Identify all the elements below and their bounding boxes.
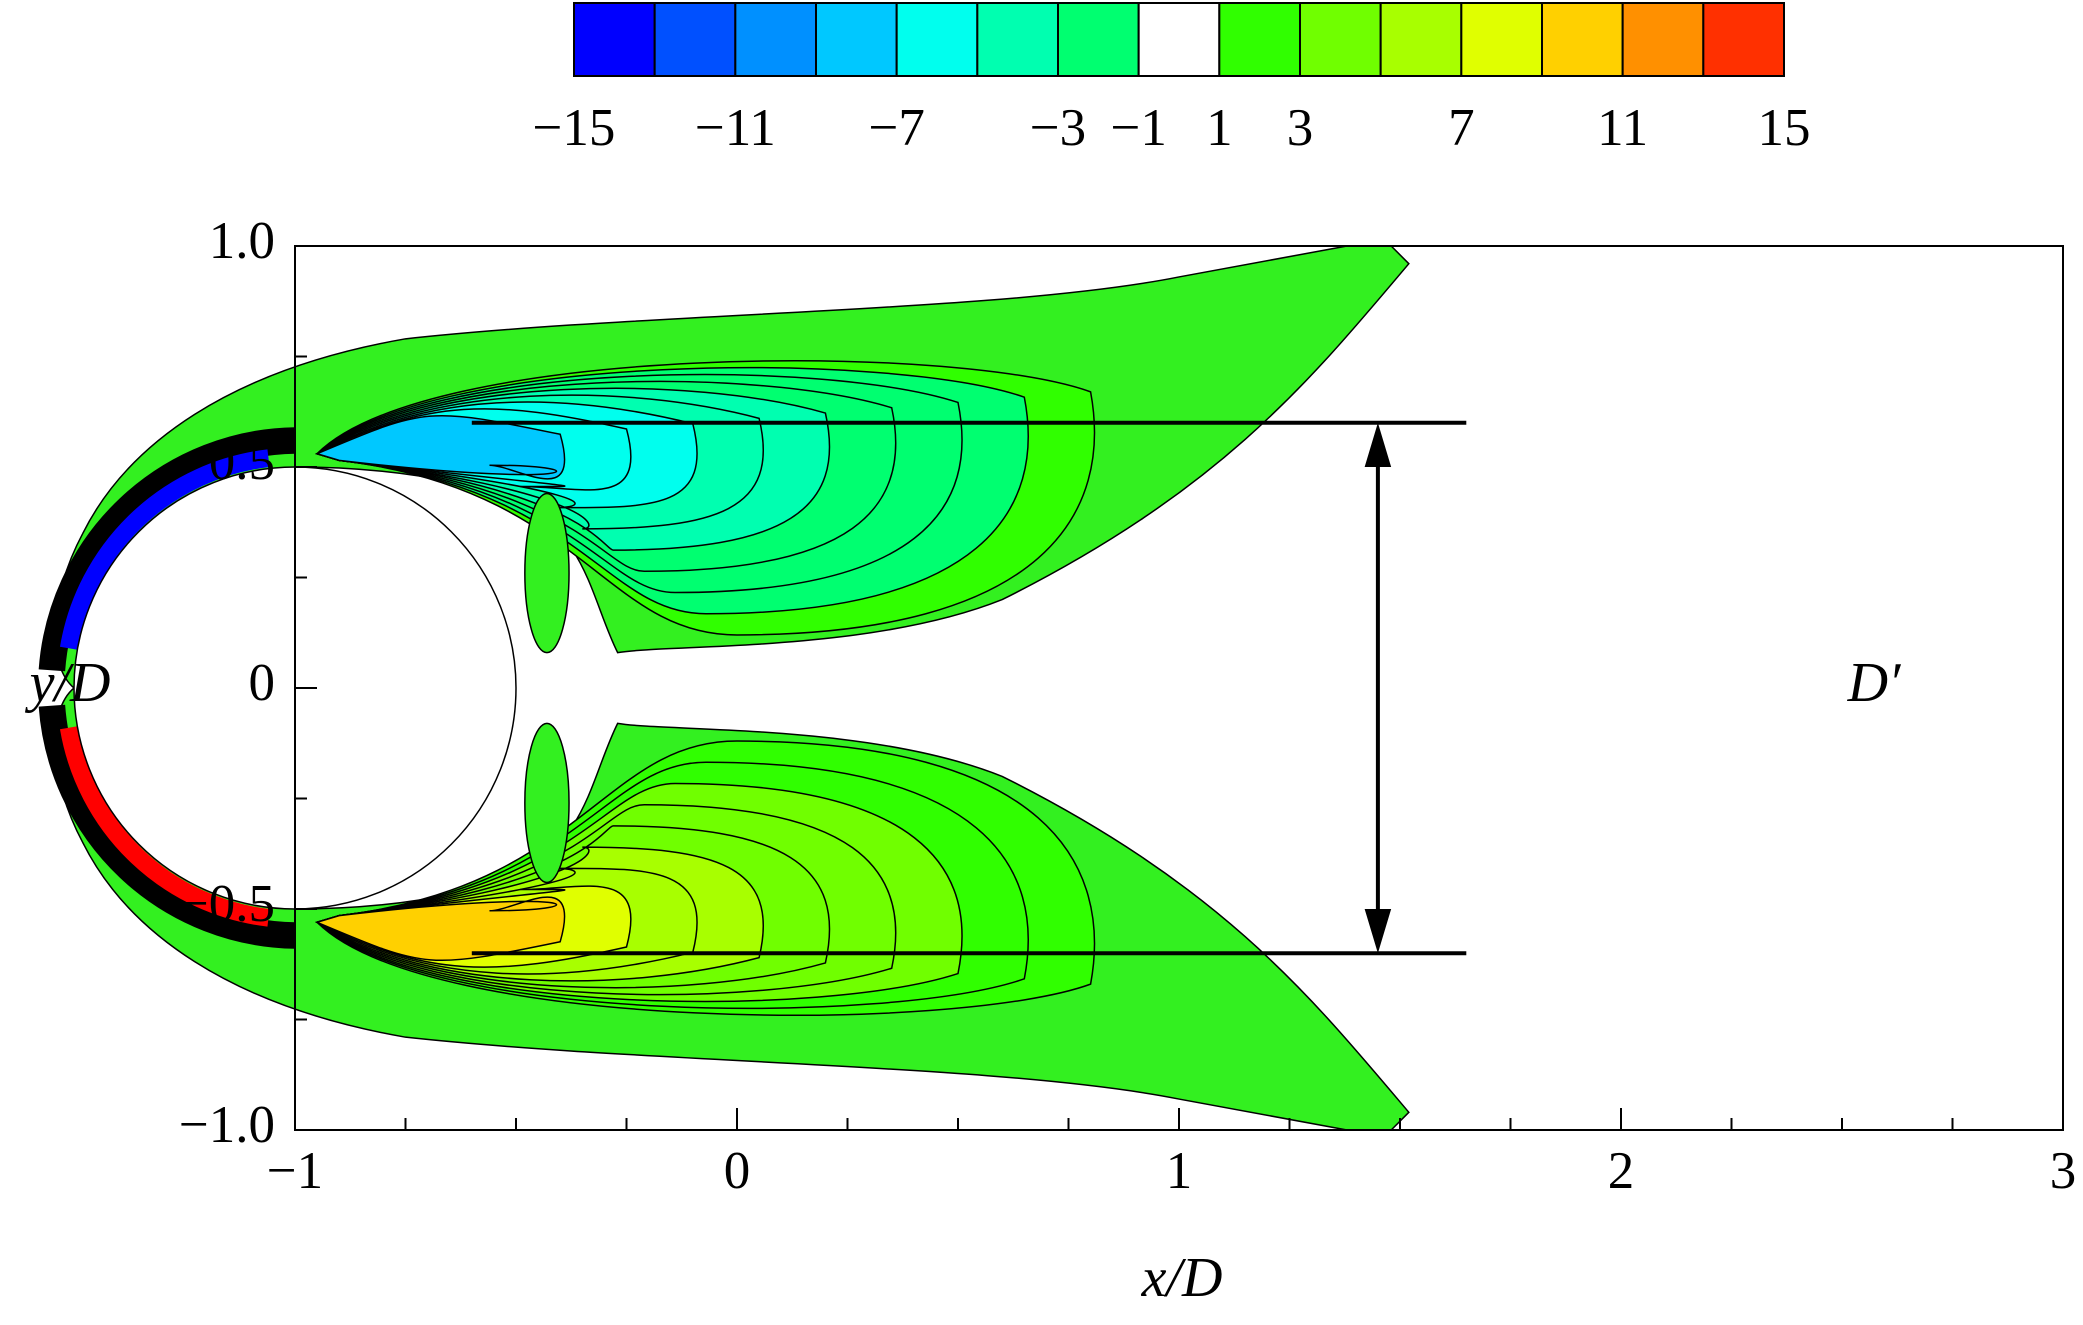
colorbar-band (573, 2, 656, 77)
colorbar-band (1057, 2, 1140, 77)
y-tick-label: 1.0 (209, 212, 275, 270)
colorbar-tick-label: 15 (1758, 99, 1811, 157)
colorbar-tick-label: 7 (1448, 99, 1475, 157)
y-tick-label: 0.5 (209, 433, 275, 491)
colorbar-band (1137, 2, 1221, 77)
colorbar-band (1460, 2, 1544, 77)
contour-loop (317, 416, 565, 479)
x-tick-label: 2 (1608, 1142, 1635, 1200)
colorbar-tick-label: 1 (1206, 99, 1233, 157)
colorbar-tick-label: −11 (695, 99, 776, 157)
contour-field (52, 246, 1466, 1130)
colorbar-band (1299, 2, 1382, 77)
annotation: D′ (1847, 652, 1901, 714)
colorbar-band (895, 2, 979, 77)
colorbar-tick-label: −3 (1030, 99, 1086, 157)
colorbar-band (815, 2, 898, 77)
colorbar-tick-label: 3 (1287, 99, 1314, 157)
colorbar-band (1218, 2, 1302, 77)
y-axis-label: y/D (25, 652, 111, 714)
upper-shear-layer (55, 246, 1409, 688)
x-tick-label: −1 (267, 1142, 323, 1200)
y-tick-label: −0.5 (179, 875, 275, 933)
colorbar-band (976, 2, 1059, 77)
x-axis-label: x/D (1141, 1247, 1223, 1309)
axes: −1 0 1 2 3 −1.0 −0.5 0 0.5 1.0 (179, 212, 2076, 1200)
colorbar-band (653, 2, 737, 77)
colorbar-tick-label: 11 (1597, 99, 1648, 157)
colorbar-band (1702, 2, 1786, 77)
colorbar-band (1541, 2, 1624, 77)
colorbar-band (1379, 2, 1463, 77)
x-tick-label: 0 (724, 1142, 751, 1200)
colorbar-band (734, 2, 817, 77)
x-tick-label: 3 (2050, 1142, 2077, 1200)
colorbar: −15 −11 −7 −3 −1 1 3 7 11 15 (533, 2, 1811, 157)
y-tick-label: 0 (249, 654, 276, 712)
colorbar-band (1621, 2, 1705, 77)
y-tick-label: −1.0 (179, 1096, 275, 1154)
colorbar-tick-label: −15 (533, 99, 616, 157)
x-tick-label: 1 (1166, 1142, 1193, 1200)
wake-width-lines (472, 423, 1467, 953)
contour-loop (317, 897, 565, 960)
colorbar-tick-label: −1 (1110, 99, 1166, 157)
lower-shear-layer (55, 688, 1409, 1130)
colorbar-tick-label: −7 (868, 99, 924, 157)
